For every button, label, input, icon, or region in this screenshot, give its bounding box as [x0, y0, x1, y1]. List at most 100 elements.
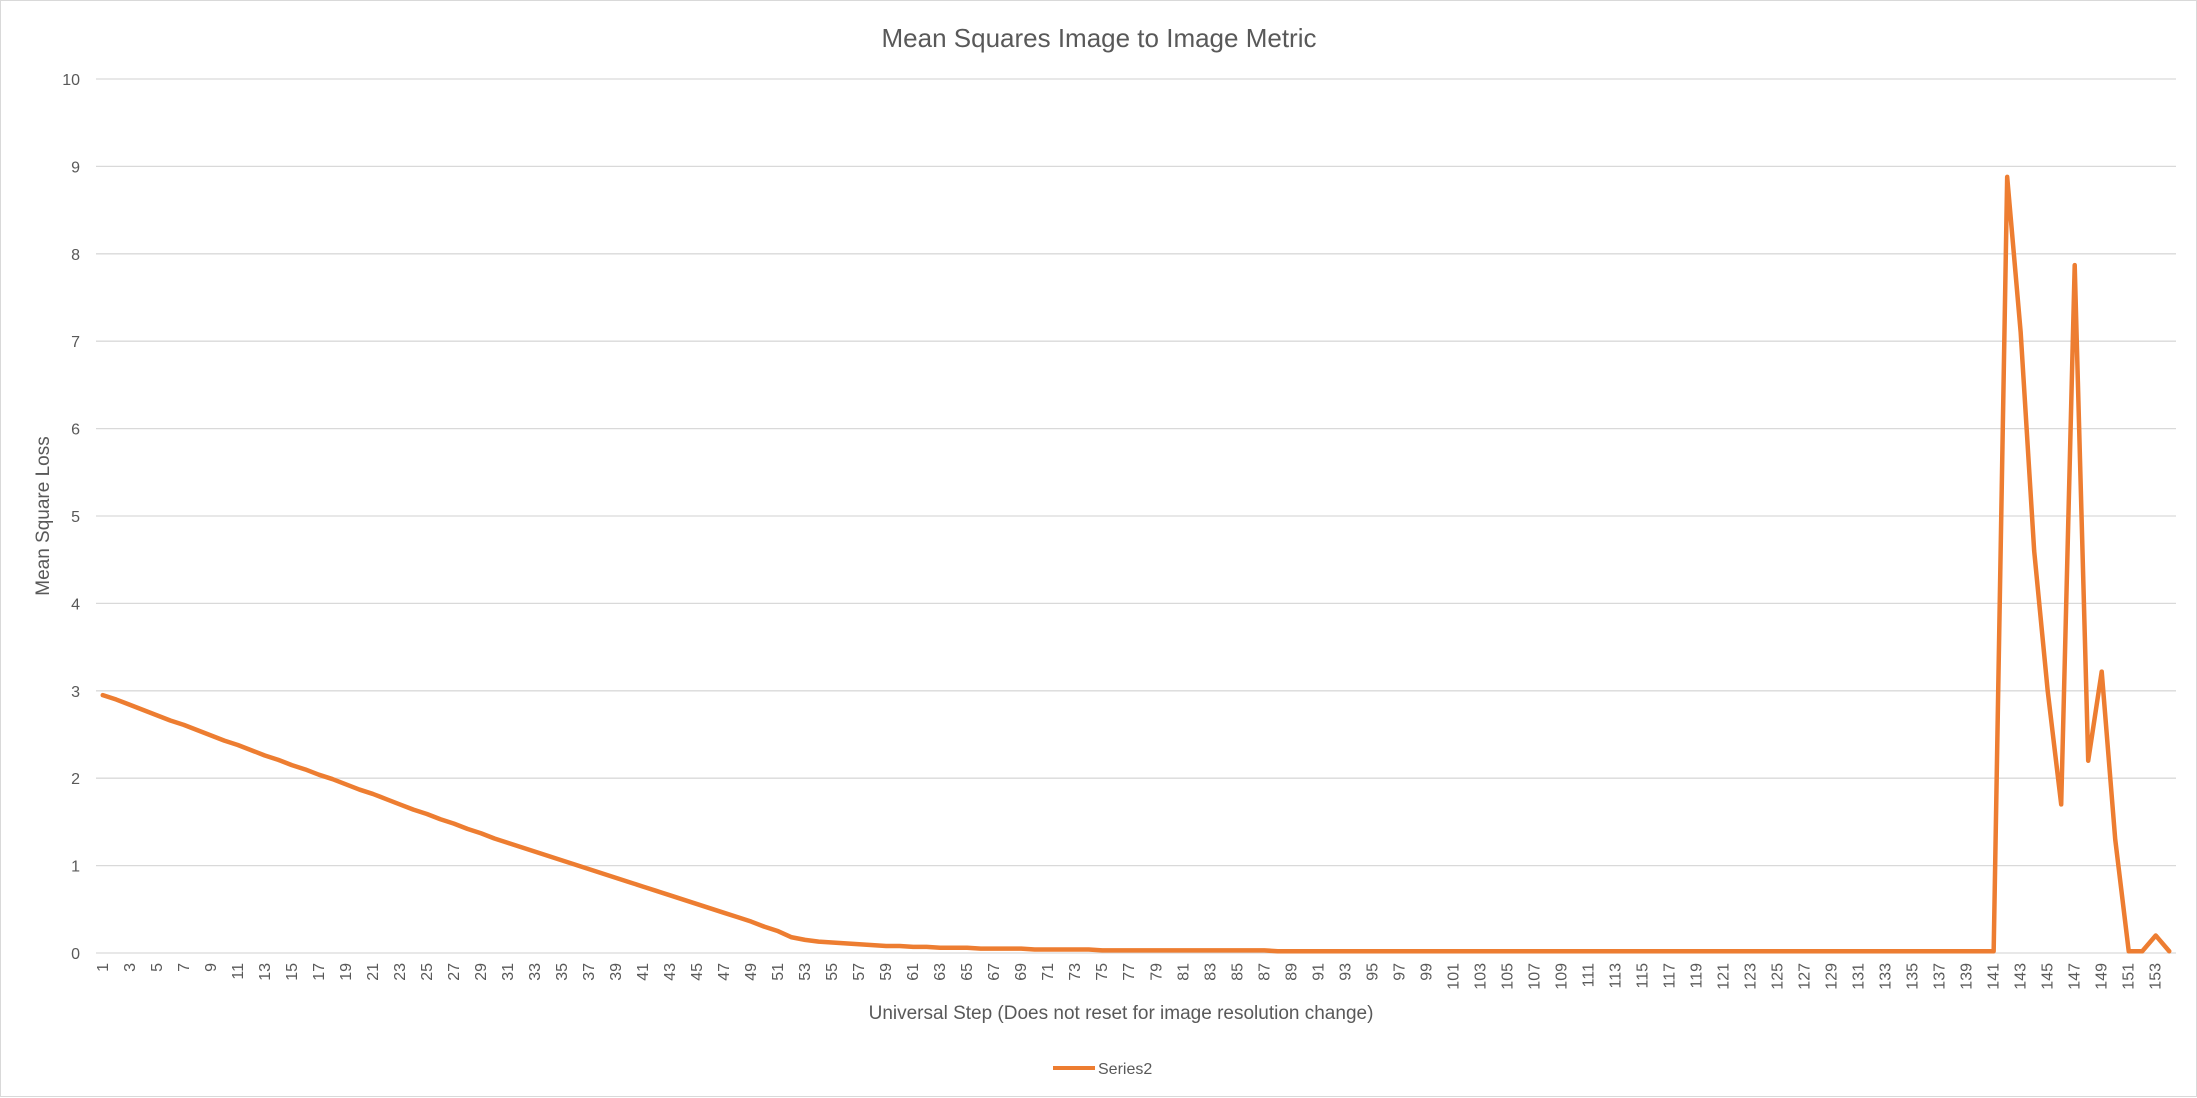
x-tick-label: 23 — [392, 963, 409, 981]
x-tick-label: 95 — [1364, 963, 1381, 981]
y-tick-label: 5 — [71, 509, 80, 526]
x-tick-label: 105 — [1499, 963, 1516, 990]
x-tick-label: 145 — [2040, 963, 2057, 990]
x-tick-label: 81 — [1175, 963, 1192, 981]
x-tick-label: 43 — [662, 963, 679, 981]
x-tick-label: 91 — [1310, 963, 1327, 981]
x-tick-label: 51 — [770, 963, 787, 981]
x-tick-label: 129 — [1824, 963, 1841, 990]
x-tick-label: 75 — [1094, 963, 1111, 981]
x-tick-label: 99 — [1418, 963, 1435, 981]
x-tick-label: 123 — [1743, 963, 1760, 990]
x-tick-label: 55 — [824, 963, 841, 981]
x-tick-label: 17 — [311, 963, 328, 981]
y-tick-label: 7 — [71, 334, 80, 351]
x-tick-label: 115 — [1634, 963, 1651, 989]
x-tick-label: 69 — [1013, 963, 1030, 981]
x-tick-label: 11 — [230, 963, 247, 980]
x-tick-label: 21 — [365, 963, 382, 981]
x-tick-label: 37 — [581, 963, 598, 981]
x-tick-label: 147 — [2067, 963, 2084, 990]
x-axis-title: Universal Step (Does not reset for image… — [869, 1003, 1374, 1024]
x-tick-label: 47 — [716, 963, 733, 981]
x-tick-label: 139 — [1959, 963, 1976, 990]
x-tick-label: 153 — [2148, 963, 2165, 990]
x-tick-label: 15 — [284, 963, 301, 981]
x-tick-label: 63 — [932, 963, 949, 981]
x-tick-label: 93 — [1337, 963, 1354, 981]
x-tick-label: 111 — [1580, 963, 1597, 987]
x-tick-label: 31 — [500, 963, 517, 981]
x-tick-label: 127 — [1797, 963, 1814, 990]
x-tick-label: 59 — [878, 963, 895, 981]
x-tick-label: 135 — [1905, 963, 1922, 990]
y-tick-label: 8 — [71, 247, 80, 264]
x-tick-label: 39 — [608, 963, 625, 981]
x-tick-label: 97 — [1391, 963, 1408, 981]
x-tick-label: 71 — [1040, 963, 1057, 981]
y-tick-label: 10 — [62, 72, 80, 89]
x-tick-label: 113 — [1607, 963, 1624, 989]
x-tick-label: 107 — [1526, 963, 1543, 990]
x-tick-label: 27 — [446, 963, 463, 981]
x-tick-label: 131 — [1851, 963, 1868, 990]
x-tick-label: 87 — [1256, 963, 1273, 981]
y-axis-title: Mean Square Loss — [33, 436, 54, 596]
x-tick-label: 33 — [527, 963, 544, 981]
x-tick-label: 5 — [149, 963, 166, 972]
x-tick-label: 149 — [2094, 963, 2111, 990]
y-tick-label: 4 — [71, 596, 80, 613]
legend: Series2 — [1053, 1061, 1152, 1078]
x-tick-label: 7 — [176, 963, 193, 972]
x-tick-label: 53 — [797, 963, 814, 981]
y-tick-label: 3 — [71, 684, 80, 701]
x-tick-label: 121 — [1716, 963, 1733, 990]
gridlines — [96, 78, 2176, 954]
x-tick-label: 79 — [1148, 963, 1165, 981]
x-tick-label: 89 — [1283, 963, 1300, 981]
x-tick-label: 133 — [1878, 963, 1895, 990]
x-tick-label: 57 — [851, 963, 868, 981]
x-tick-label: 117 — [1662, 963, 1679, 989]
x-tick-label: 1 — [95, 963, 112, 972]
x-tick-label: 143 — [2013, 963, 2030, 990]
x-tick-label: 9 — [203, 963, 220, 972]
x-tick-label: 83 — [1202, 963, 1219, 981]
y-tick-label: 2 — [71, 771, 80, 788]
x-axis-tick-labels: 1 3 5 7 9 11 13 15 17 19 21 23 25 27 29 31 33 35 37 39 41 43 4… — [95, 963, 2165, 990]
x-tick-label: 25 — [419, 963, 436, 981]
x-tick-label: 125 — [1770, 963, 1787, 990]
x-tick-label: 77 — [1121, 963, 1138, 981]
x-tick-label: 119 — [1689, 963, 1706, 989]
series-line-series2 — [100, 174, 2172, 954]
y-tick-label: 0 — [71, 946, 80, 963]
x-tick-label: 65 — [959, 963, 976, 981]
series-layer — [100, 174, 2172, 954]
x-tick-label: 19 — [338, 963, 355, 981]
x-tick-label: 137 — [1932, 963, 1949, 990]
x-tick-label: 13 — [257, 963, 274, 981]
x-tick-label: 3 — [122, 963, 139, 972]
x-tick-label: 73 — [1067, 963, 1084, 981]
y-tick-label: 1 — [71, 859, 80, 876]
x-tick-label: 49 — [743, 963, 760, 981]
x-tick-label: 109 — [1553, 963, 1570, 990]
x-tick-label: 151 — [2121, 963, 2138, 990]
chart-title: Mean Squares Image to Image Metric — [882, 23, 1317, 53]
x-tick-label: 67 — [986, 963, 1003, 981]
x-tick-label: 41 — [635, 963, 652, 981]
x-tick-label: 29 — [473, 963, 490, 981]
legend-label: Series2 — [1098, 1061, 1152, 1078]
x-tick-label: 35 — [554, 963, 571, 981]
y-tick-label: 6 — [71, 422, 80, 439]
x-tick-label: 103 — [1472, 963, 1489, 990]
y-axis-tick-labels: 0 1 2 3 4 5 6 7 8 9 10 — [62, 72, 80, 963]
x-tick-label: 141 — [1986, 963, 2003, 990]
x-tick-label: 61 — [905, 963, 922, 981]
x-tick-label: 45 — [689, 963, 706, 981]
x-tick-label: 85 — [1229, 963, 1246, 981]
x-tick-label: 101 — [1445, 963, 1462, 990]
y-tick-label: 9 — [71, 159, 80, 176]
